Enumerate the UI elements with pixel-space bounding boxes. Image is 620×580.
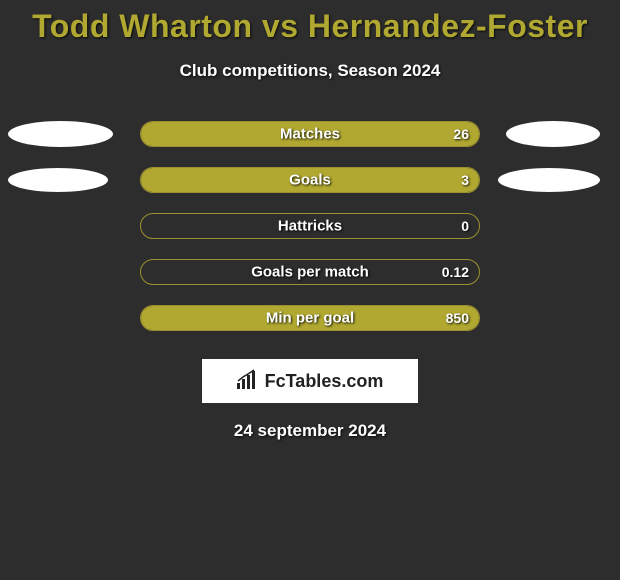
bar-track: Goals 3 [140,167,480,193]
brand-text: FcTables.com [265,371,384,392]
chart-icon [237,369,259,394]
stat-label: Min per goal [266,310,354,327]
stat-label: Matches [280,126,340,143]
stat-row: Goals per match 0.12 [0,249,620,295]
left-marker-ellipse [8,168,108,192]
left-marker-ellipse [8,121,113,147]
page-title: Todd Wharton vs Hernandez-Foster [0,8,620,45]
stat-row: Matches 26 [0,111,620,157]
comparison-widget: Todd Wharton vs Hernandez-Foster Club co… [0,0,620,441]
stat-value: 850 [446,310,469,326]
page-subtitle: Club competitions, Season 2024 [0,61,620,81]
stat-value: 0 [461,218,469,234]
stat-row: Min per goal 850 [0,295,620,341]
stat-label: Hattricks [278,218,342,235]
stat-value: 26 [453,126,469,142]
right-marker-ellipse [498,168,600,192]
stat-value: 0.12 [442,264,469,280]
bar-track: Matches 26 [140,121,480,147]
bar-track: Min per goal 850 [140,305,480,331]
stats-chart: Matches 26 Goals 3 Hattricks 0 [0,111,620,341]
stat-label: Goals per match [251,264,369,281]
stat-row: Hattricks 0 [0,203,620,249]
bar-track: Hattricks 0 [140,213,480,239]
stat-value: 3 [461,172,469,188]
stat-row: Goals 3 [0,157,620,203]
right-marker-ellipse [506,121,600,147]
bar-track: Goals per match 0.12 [140,259,480,285]
stat-label: Goals [289,172,331,189]
date-label: 24 september 2024 [0,421,620,441]
brand-badge[interactable]: FcTables.com [202,359,418,403]
